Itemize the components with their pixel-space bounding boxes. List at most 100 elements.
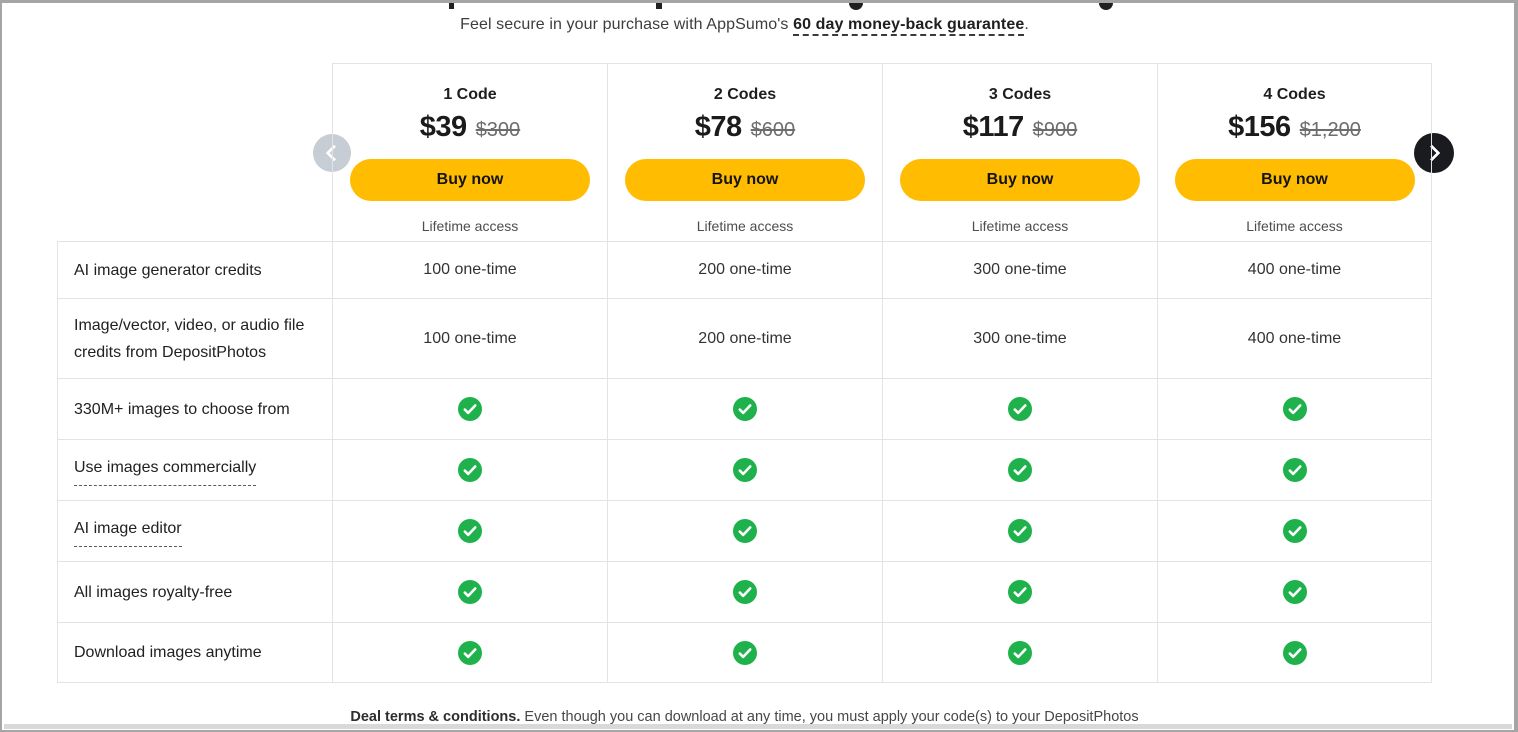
plan-original-price: $900 [1032,119,1078,141]
feature-label-text: Download images anytime [74,644,262,661]
check-circle-icon [1282,640,1307,665]
deal-terms-text: Even though you can download at any time… [520,709,1139,725]
check-circle-icon [458,458,482,482]
check-circle-icon [733,458,757,482]
price-row: $39 $300 [420,111,520,144]
feature-included-cell [882,500,1157,561]
feature-included-cell [332,500,607,561]
cutoff-next-text-line [4,724,1512,729]
lifetime-access-note: Lifetime access [421,218,519,234]
feature-included-cell [1157,622,1432,683]
buy-now-button[interactable]: Buy now [625,159,865,201]
feature-value: 100 one-time [332,241,607,298]
plan-name: 3 Codes [988,86,1052,103]
guarantee-subtitle: Feel secure in your purchase with AppSum… [57,16,1432,36]
check-circle-icon [1008,458,1032,482]
money-back-guarantee-link[interactable]: 60 day money-back guarantee [793,16,1025,36]
deal-terms-heading: Deal terms & conditions. [350,709,521,725]
feature-label-text: All images royalty-free [74,583,233,601]
header-blank-cell [57,63,332,241]
feature-included-cell [1157,561,1432,622]
feature-label-330m-images: 330M+ images to choose from [57,378,332,439]
feature-value: 200 one-time [607,298,882,378]
feature-label-ai-editor[interactable]: AI image editor [57,500,332,561]
feature-label-text[interactable]: AI image editor [74,515,182,547]
check-circle-icon [458,580,482,604]
plan-original-price: $600 [750,119,796,141]
feature-included-cell [882,378,1157,439]
feature-label-text: AI image generator credits [74,261,262,279]
feature-included-cell [332,561,607,622]
check-circle-icon [458,519,482,543]
price-row: $117 $900 [963,111,1077,144]
feature-included-cell [882,439,1157,500]
price-row: $156 $1,200 [1228,111,1361,144]
subtitle-text: Feel secure in your purchase with AppSum… [460,16,794,33]
feature-included-cell [332,622,607,683]
feature-label-text[interactable]: Use images commercially [74,454,257,486]
plan-card-2-codes: 2 Codes $78 $600 Buy now Lifetime access [607,63,882,241]
plan-price: $39 [419,111,467,143]
check-circle-icon [1008,640,1032,665]
feature-label-use-commercially[interactable]: Use images commercially [57,439,332,500]
subtitle-period: . [1024,16,1029,33]
plan-name: 4 Codes [1263,86,1326,103]
plan-name: 2 Codes [713,86,777,103]
plan-card-4-codes: 4 Codes $156 $1,200 Buy now Lifetime acc… [1157,63,1432,241]
plan-name: 1 Code [443,86,497,103]
check-circle-icon [1282,458,1307,482]
buy-now-button[interactable]: Buy now [350,159,590,201]
feature-value: 100 one-time [332,298,607,378]
lifetime-access-note: Lifetime access [696,218,794,234]
feature-value: 300 one-time [882,241,1157,298]
deal-terms: Deal terms & conditions. Even though you… [57,709,1432,725]
feature-value: 300 one-time [882,298,1157,378]
check-circle-icon [1282,519,1307,543]
lifetime-access-note: Lifetime access [1246,218,1343,234]
feature-included-cell [1157,500,1432,561]
buy-now-button[interactable]: Buy now [900,159,1140,201]
check-circle-icon [1008,397,1032,421]
feature-label-text: 330M+ images to choose from [74,400,290,418]
plan-price: $156 [1228,111,1291,143]
feature-included-cell [1157,378,1432,439]
buy-now-button[interactable]: Buy now [1174,159,1415,201]
feature-included-cell [882,622,1157,683]
feature-included-cell [607,561,882,622]
carousel-next-button[interactable] [1414,133,1454,173]
feature-included-cell [607,622,882,683]
plan-original-price: $300 [475,119,521,141]
feature-label-royalty-free: All images royalty-free [57,561,332,622]
check-circle-icon [458,397,482,421]
plan-price: $117 [962,111,1024,143]
cutoff-heading-fragment [849,3,863,10]
feature-included-cell [607,439,882,500]
plan-price: $78 [694,111,742,143]
lifetime-access-note: Lifetime access [971,218,1069,234]
feature-value: 400 one-time [1157,241,1432,298]
feature-included-cell [882,561,1157,622]
feature-included-cell [607,500,882,561]
check-circle-icon [733,397,757,421]
price-row: $78 $600 [695,111,795,144]
feature-value: 400 one-time [1157,298,1432,378]
cutoff-heading-fragment [656,3,662,9]
plan-card-3-codes: 3 Codes $117 $900 Buy now Lifetime acces… [882,63,1157,241]
plan-original-price: $1,200 [1299,119,1361,141]
plan-card-1-code: 1 Code $39 $300 Buy now Lifetime access [332,63,607,241]
feature-label-text: Image/vector, video, or audio file credi… [74,316,305,361]
feature-label-download-anytime: Download images anytime [57,622,332,683]
check-circle-icon [733,519,757,543]
check-circle-icon [1282,397,1307,421]
pricing-table: 1 Code $39 $300 Buy now Lifetime access … [57,63,1432,683]
feature-included-cell [607,378,882,439]
check-circle-icon [1282,580,1307,604]
check-circle-icon [1008,519,1032,543]
check-circle-icon [458,640,482,665]
cutoff-heading-fragment [449,3,454,9]
feature-included-cell [1157,439,1432,500]
feature-included-cell [332,439,607,500]
feature-label-file-credits: Image/vector, video, or audio file credi… [57,298,332,378]
check-circle-icon [733,640,757,665]
